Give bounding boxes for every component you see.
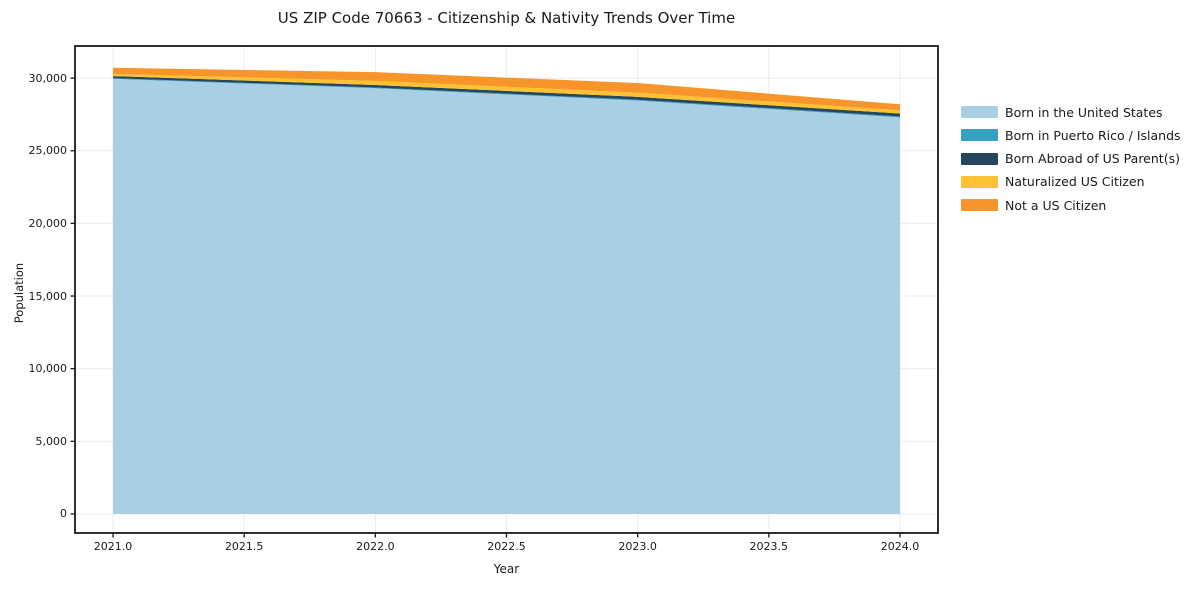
area-series-4: [113, 67, 900, 111]
x-tick-label: 2022.0: [356, 540, 395, 553]
legend-label: Born in Puerto Rico / Islands: [1005, 127, 1181, 143]
y-tick-label: 5,000: [35, 434, 68, 448]
y-tick-label: 15,000: [28, 289, 68, 303]
x-tick-label: 2022.5: [487, 540, 526, 553]
x-tick-label: 2023.0: [618, 540, 657, 553]
legend-item-4: Not a US Citizen: [961, 197, 1181, 213]
legend-item-0: Born in the United States: [961, 104, 1181, 120]
axes-spines: [74, 45, 939, 534]
chart-canvas: [70, 45, 939, 538]
y-tick-label: 10,000: [28, 362, 68, 376]
area-series-2: [113, 76, 900, 117]
x-tick-label: 2023.5: [749, 540, 789, 553]
y-tick-label: 30,000: [28, 71, 68, 85]
x-tick-label: 2021.5: [224, 540, 264, 553]
legend-label: Naturalized US Citizen: [1005, 174, 1145, 190]
x-tick-label: 2021.0: [93, 540, 133, 553]
legend-label: Not a US Citizen: [1005, 197, 1107, 213]
y-tick-label: 0: [60, 507, 67, 521]
legend-swatch-icon: [961, 152, 998, 165]
legend-item-1: Born in Puerto Rico / Islands: [961, 127, 1181, 143]
area-series-0: [113, 78, 900, 514]
chart-title: US ZIP Code 70663 - Citizenship & Nativi…: [277, 9, 736, 27]
plot-area: [70, 45, 939, 538]
area-series-3: [113, 73, 900, 114]
legend-swatch-icon: [961, 106, 998, 118]
legend-swatch-icon: [961, 199, 998, 212]
legend-swatch-icon: [961, 175, 998, 188]
y-tick-label: 25,000: [28, 144, 68, 158]
x-tick-label: 2024.0: [880, 540, 920, 553]
x-axis-label: Year: [493, 562, 520, 576]
legend-label: Born Abroad of US Parent(s): [1005, 151, 1180, 167]
y-tick-label: 20,000: [28, 216, 68, 230]
legend-item-3: Naturalized US Citizen: [961, 174, 1181, 190]
legend-swatch-icon: [961, 129, 998, 142]
legend-label: Born in the United States: [1005, 104, 1163, 120]
legend: Born in the United States Born in Puerto …: [961, 104, 1181, 222]
legend-item-2: Born Abroad of US Parent(s): [961, 151, 1181, 167]
